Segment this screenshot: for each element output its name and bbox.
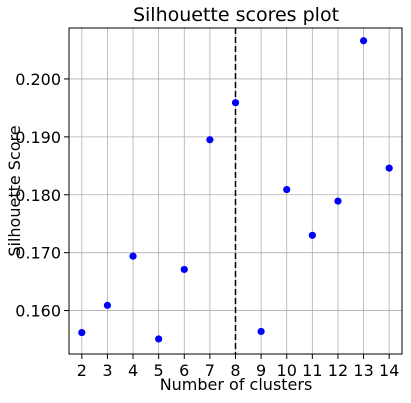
data-point: [334, 197, 342, 205]
x-tick-label: 8: [230, 361, 240, 380]
x-tick-label: 3: [102, 361, 112, 380]
data-point: [283, 185, 291, 194]
data-point: [155, 335, 163, 343]
data-point: [206, 136, 214, 144]
data-point: [385, 164, 393, 172]
data-point: [103, 301, 112, 309]
x-tick-label: 9: [256, 361, 266, 380]
x-axis-label: Number of clusters: [160, 375, 313, 394]
data-point: [129, 252, 137, 260]
x-tick-label: 5: [154, 361, 164, 380]
x-tick-label: 11: [302, 361, 322, 380]
y-tick-label: 0.200: [15, 70, 61, 89]
data-point: [78, 328, 86, 337]
data-point: [308, 231, 316, 239]
x-ticks: 2 3 4 5 6 7 8 9 10 11 12 13 14: [77, 354, 399, 380]
x-tick-label: 14: [379, 361, 399, 380]
y-tick-label: 0.170: [15, 244, 61, 263]
y-tick-label: 0.190: [15, 128, 61, 147]
data-point: [359, 37, 368, 45]
data-point: [257, 327, 265, 336]
x-tick-label: 6: [179, 361, 189, 380]
data-point: [231, 99, 240, 107]
data-point: [180, 265, 188, 274]
y-tick-label: 0.160: [15, 302, 61, 321]
x-tick-label: 10: [277, 361, 297, 380]
y-tick-label: 0.180: [15, 186, 61, 205]
x-tick-label: 12: [328, 361, 348, 380]
x-tick-label: 2: [77, 361, 87, 380]
data-points: [78, 37, 393, 343]
chart-title: Silhouette scores plot: [133, 4, 339, 26]
y-axis-label: Silhouette Score: [5, 125, 24, 256]
x-tick-label: 7: [205, 361, 215, 380]
x-tick-label: 13: [353, 361, 373, 380]
x-tick-label: 4: [128, 361, 138, 380]
y-ticks: 0.160 0.170 0.180 0.190 0.200: [15, 70, 69, 321]
